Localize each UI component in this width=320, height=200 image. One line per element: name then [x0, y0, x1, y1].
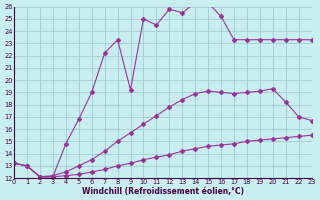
X-axis label: Windchill (Refroidissement éolien,°C): Windchill (Refroidissement éolien,°C) — [82, 187, 244, 196]
